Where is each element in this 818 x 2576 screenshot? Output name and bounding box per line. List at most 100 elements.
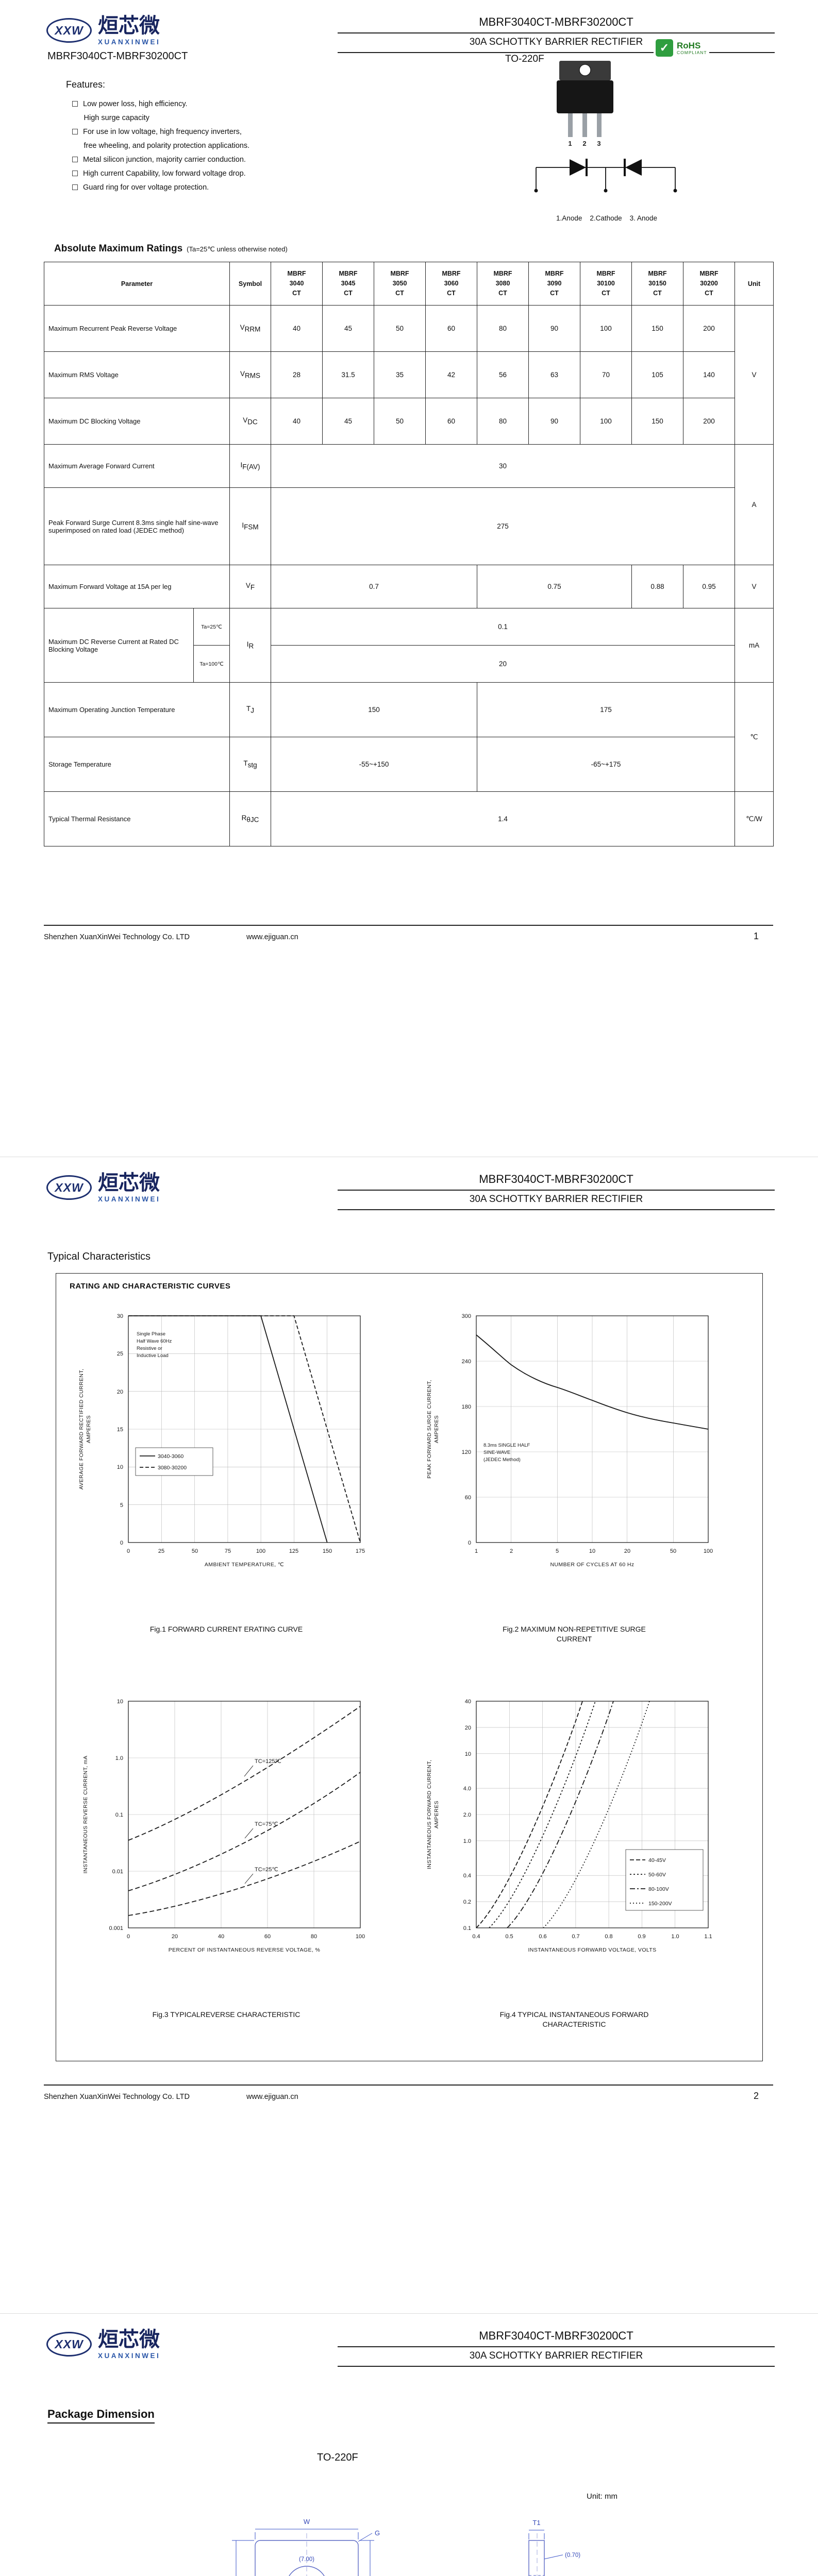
fig3-reverse-characteristic: TC=125℃ TC=75℃ TC=25℃ 10 1.0 0.1 0.01 0.001… — [72, 1686, 381, 2020]
fig2-x-axis-title: NUMBER OF CYCLES AT 60 Hz — [550, 1562, 634, 1568]
footer-website: www.ejiguan.cn — [246, 2093, 298, 2101]
fig3-curve-labels: TC=125℃ TC=75℃ TC=25℃ — [255, 1758, 281, 1873]
svg-text:Resistive or: Resistive or — [137, 1346, 162, 1351]
checkbox-icon — [72, 129, 78, 134]
table-row-ifav: Maximum Average Forward Current IF(AV) 3… — [44, 444, 774, 565]
col-header-part: MBRF 30100 CT — [580, 262, 632, 306]
package-type-label: TO-220F — [505, 54, 544, 64]
pin-assignment-caption: 1.Anode 2.Cathode 3. Anode — [556, 214, 657, 222]
col-header-part: MBRF 3060 CT — [425, 262, 477, 306]
svg-text:1: 1 — [475, 1548, 478, 1554]
doc-subtitle: 30A SCHOTTKY BARRIER RECTIFIER — [338, 2347, 775, 2367]
fig4-grid — [476, 1701, 708, 1928]
svg-text:0.9: 0.9 — [638, 1934, 645, 1940]
svg-text:2.0: 2.0 — [463, 1812, 471, 1818]
svg-text:10: 10 — [117, 1699, 123, 1705]
doc-title-block: MBRF3040CT-MBRF30200CT 30A SCHOTTKY BARR… — [338, 15, 775, 53]
fig1-y-axis-title-2: AMPERES — [86, 1415, 92, 1443]
svg-text:60: 60 — [465, 1495, 471, 1501]
package-type-label: TO-220F — [317, 2452, 358, 2463]
package-body — [557, 80, 613, 113]
page-header: XXW 烜芯微 XUANXINWEI MBRF3040CT-MBRF30200C… — [0, 1171, 818, 1238]
svg-text:8.3ms SINGLE HALF: 8.3ms SINGLE HALF — [483, 1443, 530, 1448]
svg-text:(7.00): (7.00) — [299, 2556, 314, 2563]
svg-text:50-60V: 50-60V — [648, 1872, 666, 1878]
logo-oval-icon: XXW — [46, 18, 92, 43]
checkbox-icon — [72, 184, 78, 190]
page-number: 2 — [753, 2091, 759, 2101]
fig3-y-tick-labels: 10 1.0 0.1 0.01 0.001 — [109, 1699, 123, 1931]
front-dimension-lines — [232, 2529, 374, 2576]
feature-item: High surge capacity — [84, 113, 149, 122]
footer-company: Shenzhen XuanXinWei Technology Co. LTD — [44, 2093, 190, 2101]
logo-badge: XXW — [55, 1180, 84, 1194]
fig1-x-tick-labels: 0 25 50 75 100 125 150 175 — [127, 1548, 365, 1554]
page-header: XXW 烜芯微 XUANXINWEI MBRF3040CT-MBRF30200C… — [0, 2327, 818, 2394]
svg-text:G: G — [375, 2529, 380, 2537]
svg-text:SINE-WAVE: SINE-WAVE — [483, 1450, 510, 1455]
front-dimension-labels: W (7.00) G L1 L2 (3.23) L (6.50) (Ø1.60 … — [299, 2518, 380, 2563]
svg-text:2: 2 — [582, 140, 586, 147]
section-title-package-dimension: Package Dimension — [47, 2408, 155, 2424]
svg-text:100: 100 — [704, 1548, 713, 1554]
svg-text:125: 125 — [289, 1548, 298, 1554]
fig1-y-axis-title: AVERAGE FORWARD RECTIFIED CURRENT, — [78, 1369, 85, 1490]
logo-chinese-name: 烜芯微 — [98, 14, 160, 38]
svg-text:2: 2 — [510, 1548, 513, 1554]
svg-text:5: 5 — [556, 1548, 559, 1554]
lead-1 — [568, 113, 573, 137]
svg-text:75: 75 — [225, 1548, 231, 1554]
svg-text:TC=125℃: TC=125℃ — [255, 1758, 281, 1765]
table-row-ir-25c: Maximum DC Reverse Current at Rated DC B… — [44, 608, 774, 683]
company-logo: XXW 烜芯微 XUANXINWEI — [46, 2329, 160, 2360]
svg-text:100: 100 — [256, 1548, 265, 1554]
fig2-caption: Fig.2 MAXIMUM NON-REPETITIVE SURGE CURRE… — [503, 1625, 646, 1643]
svg-text:3080-30200: 3080-30200 — [158, 1465, 187, 1471]
schematic-wires — [536, 167, 676, 189]
feature-item: For use in low voltage, high frequency i… — [72, 125, 249, 139]
page-number: 1 — [753, 931, 759, 941]
col-header-part: MBRF 3045 CT — [322, 262, 374, 306]
svg-text:1.1: 1.1 — [704, 1934, 712, 1940]
package-front-view-drawing: W (7.00) G L1 L2 (3.23) L (6.50) (Ø1.60 … — [232, 2518, 380, 2576]
feature-item: Low power loss, high efficiency. — [72, 97, 249, 111]
svg-text:0.001: 0.001 — [109, 1925, 123, 1931]
fig1-curves — [128, 1315, 361, 1543]
svg-text:40: 40 — [465, 1699, 471, 1705]
svg-text:25: 25 — [158, 1548, 164, 1554]
svg-text:0.6: 0.6 — [539, 1934, 546, 1940]
logo-chinese-name: 烜芯微 — [98, 2328, 160, 2351]
col-header-part: MBRF 3040 CT — [271, 262, 323, 306]
feature-item: free wheeling, and polarity protection a… — [84, 141, 250, 150]
fig4-y-axis-title: INSTANTANEOUS FORWARD CURRENT, — [426, 1760, 432, 1869]
logo-oval-icon: XXW — [46, 1175, 92, 1200]
features-title: Features: — [66, 79, 106, 90]
unit-note: Unit: mm — [587, 2492, 617, 2501]
abs-max-ratings-note: (Ta=25℃ unless otherwise noted) — [187, 245, 288, 253]
svg-text:50: 50 — [192, 1548, 198, 1554]
fig2-surge-current-curve: 300 240 180 120 60 0 1 2 5 10 20 50 100 8.3ms SI… — [420, 1300, 729, 1644]
fig3-label-leaders — [244, 1765, 254, 1884]
table-row-ifsm: Peak Forward Surge Current 8.3ms single … — [44, 487, 774, 565]
fig3-x-tick-labels: 0 20 40 60 80 100 — [127, 1934, 365, 1940]
svg-text:80: 80 — [311, 1934, 317, 1940]
fig2-y-axis-title: PEAK FORWARD SURGE CURRENT, — [426, 1380, 432, 1479]
fig1-grid — [128, 1316, 360, 1543]
svg-text:20: 20 — [624, 1548, 630, 1554]
fig2-note: 8.3ms SINGLE HALF SINE-WAVE (JEDEC Method) — [483, 1443, 530, 1463]
page-header: XXW 烜芯微 XUANXINWEI MBRF3040CT-MBRF30200C… — [0, 13, 818, 80]
svg-text:0.7: 0.7 — [572, 1934, 579, 1940]
svg-text:1: 1 — [568, 140, 572, 147]
svg-text:(0.70): (0.70) — [565, 2552, 580, 2558]
fig4-x-tick-labels: 0.4 0.5 0.6 0.7 0.8 0.9 1.0 1.1 — [472, 1934, 712, 1940]
lead-3 — [597, 113, 602, 137]
svg-text:0.1: 0.1 — [463, 1925, 471, 1931]
svg-text:0.5: 0.5 — [505, 1934, 513, 1940]
svg-text:240: 240 — [462, 1359, 471, 1365]
fig2-x-tick-labels: 1 2 5 10 20 50 100 — [475, 1548, 713, 1554]
svg-text:175: 175 — [356, 1548, 365, 1554]
absolute-maximum-ratings-table: Parameter Symbol MBRF 3040 CT MBRF 3045 … — [44, 262, 774, 846]
lead-2 — [582, 113, 587, 137]
company-logo: XXW 烜芯微 XUANXINWEI — [46, 1173, 160, 1203]
logo-chinese-name: 烜芯微 — [98, 1171, 160, 1195]
